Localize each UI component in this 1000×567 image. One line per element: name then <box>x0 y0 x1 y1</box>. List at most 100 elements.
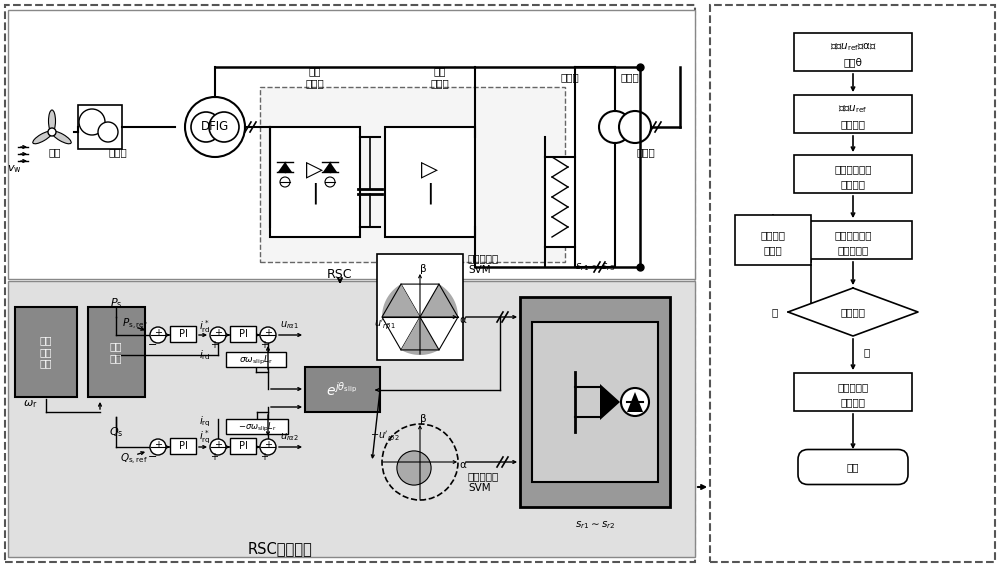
Text: α: α <box>460 315 466 325</box>
Polygon shape <box>278 162 292 172</box>
Ellipse shape <box>33 131 52 144</box>
Text: $s_{r1}\sim s_{r3}$: $s_{r1}\sim s_{r3}$ <box>575 261 615 273</box>
Bar <box>377 254 463 360</box>
Text: $u_{r\alpha 2}$: $u_{r\alpha 2}$ <box>280 431 300 443</box>
Text: PI: PI <box>179 329 187 339</box>
Text: 滤波器: 滤波器 <box>561 72 579 82</box>
Text: 重采样: 重采样 <box>764 245 782 255</box>
Text: 网侧
变流器: 网侧 变流器 <box>431 66 449 88</box>
Polygon shape <box>420 284 458 317</box>
Text: 结束: 结束 <box>847 462 859 472</box>
Text: $u_{r\alpha 1}$: $u_{r\alpha 1}$ <box>280 319 300 331</box>
Polygon shape <box>788 288 918 336</box>
Text: $v_{\rm w}$: $v_{\rm w}$ <box>7 163 21 175</box>
Bar <box>88 307 145 397</box>
Text: PI: PI <box>179 441 187 451</box>
Text: $P_{\rm s, ref}$: $P_{\rm s, ref}$ <box>122 316 148 332</box>
Bar <box>226 419 288 434</box>
Bar <box>5 5 695 562</box>
Text: 时间点比较: 时间点比较 <box>837 245 869 255</box>
Text: $i^*_{\rm rq}$: $i^*_{\rm rq}$ <box>199 428 211 446</box>
Bar <box>794 95 912 133</box>
Text: PI: PI <box>239 329 247 339</box>
Polygon shape <box>323 162 337 172</box>
Text: α: α <box>460 460 466 470</box>
Text: 三相六开关
SVM: 三相六开关 SVM <box>468 253 499 275</box>
Bar <box>305 367 380 412</box>
Bar <box>270 127 360 237</box>
Bar <box>794 33 912 71</box>
Text: 输出下一个: 输出下一个 <box>837 382 869 392</box>
Text: +: + <box>264 439 272 450</box>
Text: $s_{r1}\sim s_{r2}$: $s_{r1}\sim s_{r2}$ <box>575 519 615 531</box>
Text: 变压器: 变压器 <box>621 72 639 82</box>
Circle shape <box>280 177 290 187</box>
Text: −: − <box>148 340 158 350</box>
Text: ▷
|: ▷ | <box>306 160 324 204</box>
Circle shape <box>260 439 276 455</box>
Text: $\omega_{\rm r}$: $\omega_{\rm r}$ <box>23 398 37 410</box>
Text: $e^{j\theta_{\rm slip}}$: $e^{j\theta_{\rm slip}}$ <box>326 381 358 399</box>
Text: 夹角θ: 夹角θ <box>844 57 862 67</box>
Bar <box>545 157 575 247</box>
Ellipse shape <box>397 451 431 485</box>
Text: $Q_{\rm s, ref}$: $Q_{\rm s, ref}$ <box>120 451 148 467</box>
Ellipse shape <box>48 110 56 132</box>
Bar <box>260 87 565 262</box>
Text: $i^*_{\rm rd}$: $i^*_{\rm rd}$ <box>199 319 211 336</box>
Text: +: + <box>210 452 218 462</box>
Bar <box>170 326 196 342</box>
Text: $P_{\rm s}$: $P_{\rm s}$ <box>110 296 122 310</box>
Text: +: + <box>214 328 222 337</box>
Bar <box>735 215 811 265</box>
Bar <box>230 438 256 454</box>
Circle shape <box>185 97 245 157</box>
Circle shape <box>79 109 105 135</box>
Circle shape <box>150 439 166 455</box>
Text: 王相四开关
SVM: 王相四开关 SVM <box>468 471 499 493</box>
Circle shape <box>210 327 226 343</box>
Text: 否: 否 <box>772 307 778 317</box>
Bar <box>15 307 77 397</box>
Bar <box>230 326 256 342</box>
Text: 矢量状态切换: 矢量状态切换 <box>834 230 872 240</box>
Text: 滤波器: 滤波器 <box>637 147 655 157</box>
Text: $i_{\rm rq}$: $i_{\rm rq}$ <box>199 415 211 429</box>
Text: +: + <box>154 439 162 450</box>
Ellipse shape <box>52 131 71 144</box>
Bar <box>794 155 912 193</box>
Text: 功率
计算: 功率 计算 <box>110 341 122 363</box>
Text: RSC控制模块: RSC控制模块 <box>248 541 312 556</box>
Text: $\sigma\omega_{\rm slip}L_{\rm r}$: $\sigma\omega_{\rm slip}L_{\rm r}$ <box>239 353 273 366</box>
Circle shape <box>209 112 239 142</box>
Text: β: β <box>420 264 426 274</box>
Text: +: + <box>210 340 218 350</box>
Polygon shape <box>627 392 643 412</box>
Text: 所在扇区: 所在扇区 <box>840 119 866 129</box>
Bar <box>8 10 695 279</box>
Text: 齿轮箱: 齿轮箱 <box>109 147 127 157</box>
Circle shape <box>621 388 649 416</box>
Bar <box>170 438 196 454</box>
Bar <box>794 373 912 411</box>
Bar <box>794 221 912 259</box>
Text: $Q_{\rm s}$: $Q_{\rm s}$ <box>109 425 123 439</box>
Text: β: β <box>420 414 426 424</box>
Text: 切换时刻: 切换时刻 <box>761 230 786 240</box>
Circle shape <box>48 128 56 136</box>
Circle shape <box>210 439 226 455</box>
Bar <box>710 5 995 562</box>
Bar <box>8 281 695 557</box>
Bar <box>532 322 658 482</box>
Bar <box>385 127 475 237</box>
Text: +: + <box>264 328 272 337</box>
Text: −: − <box>148 452 158 462</box>
Circle shape <box>260 327 276 343</box>
Text: 风机: 风机 <box>49 147 61 157</box>
Text: +: + <box>260 452 268 462</box>
Polygon shape <box>401 317 439 355</box>
Text: +: + <box>260 340 268 350</box>
FancyBboxPatch shape <box>798 450 908 484</box>
Text: 计算基本矢量: 计算基本矢量 <box>834 164 872 174</box>
Circle shape <box>619 111 651 143</box>
